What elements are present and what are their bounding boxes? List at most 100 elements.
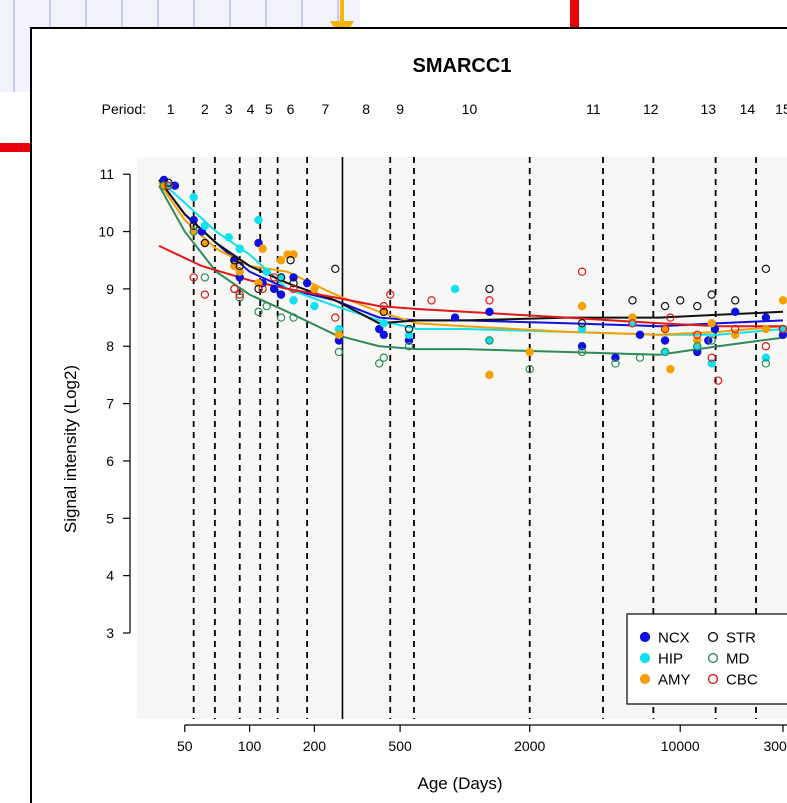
data-point-cbc [379,301,388,311]
data-point-str [200,238,210,248]
data-point-amy [525,347,534,357]
legend-marker-ncx [639,631,651,643]
data-point-hip [200,221,210,231]
data-point-cbc [761,342,771,351]
data-point-md [276,313,286,322]
data-point-ncx [730,307,740,317]
data-point-ncx [611,353,620,362]
data-point-md [577,347,587,357]
data-point-cbc [693,330,702,339]
period-number: 5 [265,101,273,117]
data-point-hip [289,296,298,305]
data-point-str [660,301,670,311]
data-point-md [525,364,534,374]
data-point-str [286,256,295,265]
period-number: 15 [775,101,787,117]
data-point-md [379,353,388,362]
data-point-cbc [485,296,494,305]
y-axis-label: Signal intensity (Log2) [61,365,80,533]
data-point-cbc [258,284,267,294]
data-point-str [577,319,587,328]
data-point-amy [258,244,267,253]
data-point-hip [262,267,271,276]
period-number: 8 [362,101,370,117]
legend-label-str: STR [726,630,756,647]
data-point-cbc [230,284,239,294]
data-point-ncx [635,330,645,339]
data-point-str [379,307,388,317]
data-point-str [289,278,298,288]
legend-box [626,613,787,705]
data-point-md [611,359,620,368]
data-point-hip [235,244,244,253]
data-point-ncx [276,290,286,299]
data-point-amy [761,324,771,334]
data-point-amy [666,364,675,374]
data-point-cbc [331,313,340,322]
trend-curve-str [158,179,784,325]
red-marker-top [570,0,579,27]
data-point-ncx [485,307,494,317]
x-tick-label: 50 [177,738,193,754]
data-point-str [707,290,716,299]
y-tick-label: 11 [99,166,114,182]
data-point-md [707,336,716,345]
period-labels: Period: 123456789101112131415 [102,101,787,117]
data-point-ncx [450,313,460,322]
period-number: 12 [643,101,659,117]
period-number: 3 [225,101,233,117]
data-point-md [254,307,263,317]
data-point-amy [334,330,344,339]
x-axis-label: Age (Days) [417,774,502,793]
data-point-cbc [628,319,637,328]
data-point-md [334,347,344,357]
data-point-amy [628,313,637,322]
y-tick-label: 8 [106,338,114,354]
data-point-amy [276,256,286,265]
data-point-hip [761,353,771,362]
axes: 3 4 5 6 7 8 9 10 11 50 100 200 500 2000 10000 30000 [98,166,787,754]
period-number: 9 [396,101,404,117]
y-tick-label: 10 [98,224,114,240]
data-point-hip [450,284,460,294]
legend-marker-amy [639,673,651,685]
period-number: 6 [287,101,295,117]
data-point-str [676,296,685,305]
data-point-md [693,342,702,351]
data-point-hip [404,330,414,339]
data-point-cbc [713,376,723,385]
period-number: 14 [740,101,756,117]
data-point-amy [693,336,702,345]
legend-label-amy: AMY [658,672,691,689]
data-point-ncx [379,330,388,339]
period-number: 11 [586,101,601,117]
trend-curves [158,179,784,356]
data-point-md [189,227,198,236]
period-number: 7 [322,101,330,117]
data-point-md [235,293,244,302]
data-point-hip [189,192,198,202]
period-number: 2 [201,101,209,117]
period-label-prefix: Period: [102,101,146,117]
data-point-amy [485,370,494,380]
data-point-cbc [577,267,587,276]
y-tick-label: 3 [106,625,114,641]
red-marker-left [0,143,30,152]
trend-curve-md [158,185,784,356]
legend-marker-str [707,631,719,643]
data-point-str [331,264,340,274]
legend-label-cbc: CBC [726,672,758,689]
data-point-hip [224,233,233,242]
data-point-cbc [666,313,675,322]
data-point-ncx [269,284,279,294]
x-tick-label: 100 [238,738,262,754]
legend-marker-hip [639,652,651,664]
x-tick-label: 10000 [661,738,700,754]
legend-label-hip: HIP [658,651,683,668]
data-point-str [628,296,637,305]
period-number: 1 [167,101,175,117]
period-number: 13 [701,101,717,117]
data-point-str [485,284,494,294]
x-tick-label: 200 [303,738,327,754]
data-point-ncx [375,324,384,334]
